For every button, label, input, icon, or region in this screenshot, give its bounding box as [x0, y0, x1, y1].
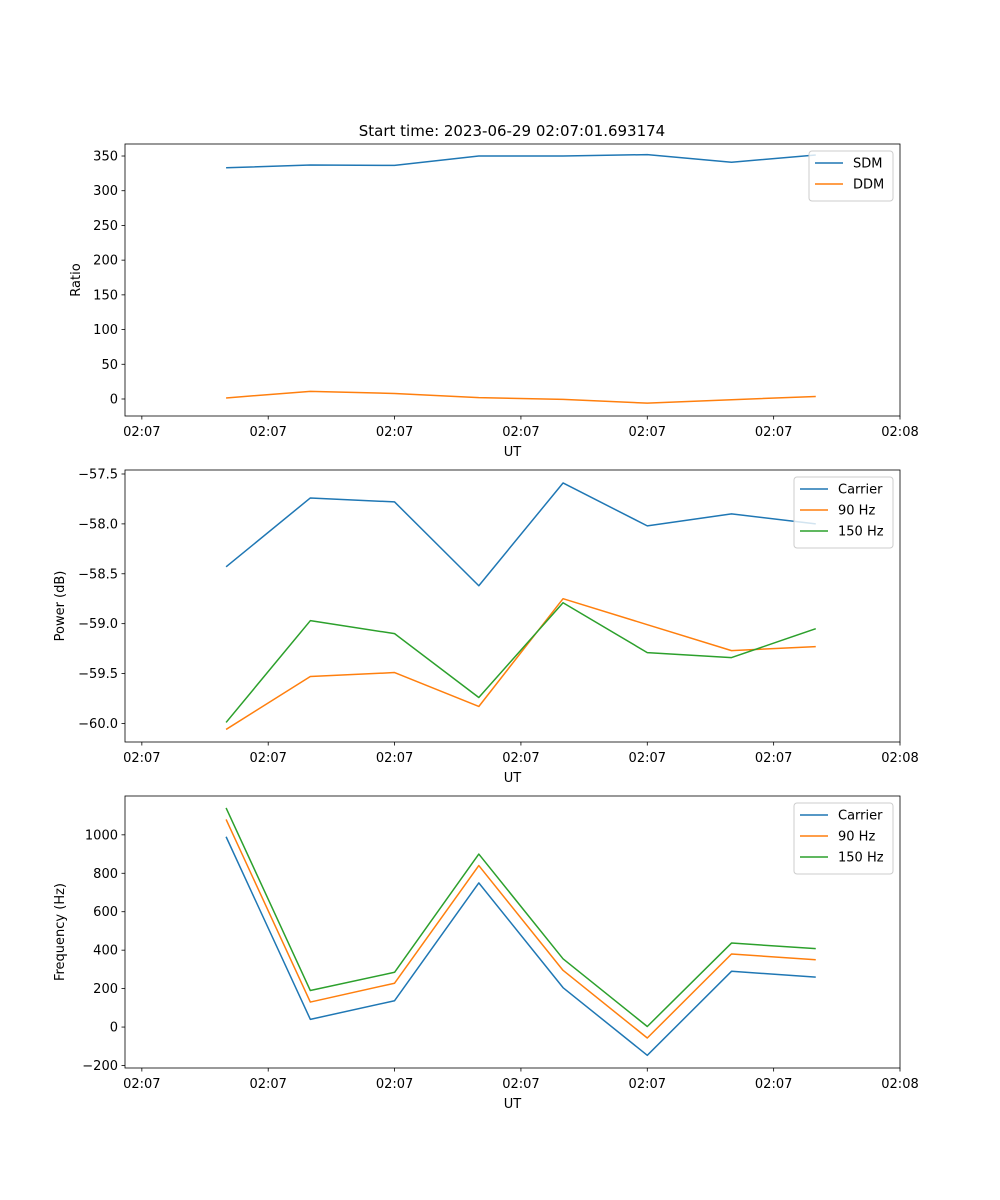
- frequency-y-tick-label: 1000: [85, 828, 118, 843]
- power-x-tick-label: 02:07: [376, 751, 413, 766]
- ratio-y-tick-label: 50: [101, 358, 118, 373]
- frequency-series-line-90-hz: [225, 819, 816, 1039]
- power-x-tick-label: 02:07: [755, 751, 792, 766]
- power-series-line-90-hz: [225, 597, 816, 731]
- frequency-series-line-carrier: [225, 836, 816, 1057]
- ratio-y-tick-label: 350: [93, 150, 118, 165]
- ratio-series-line-ddm: [226, 390, 816, 404]
- ratio-y-tick-label: 0: [110, 392, 118, 407]
- figure-title: Start time: 2023-06-29 02:07:01.693174: [359, 122, 665, 140]
- frequency-legend-label: Carrier: [838, 809, 883, 824]
- ratio-x-tick-label: 02:07: [376, 425, 413, 440]
- frequency-y-axis-label: Frequency (Hz): [53, 883, 68, 981]
- frequency-panel: 02:07 02:07 02:07 02:07 02:07 02:07 02:08 −200 0…: [53, 795, 919, 1112]
- power-panel: 02:07 02:07 02:07 02:07 02:07 02:07 02:08 −60.0…: [53, 467, 919, 786]
- power-x-tick-label: 02:07: [249, 751, 286, 766]
- ratio-panel: 02:07 02:07 02:07 02:07 02:07 02:07 02:08 0 50 10…: [69, 143, 919, 460]
- ratio-y-tick-label: 150: [93, 288, 118, 303]
- power-y-tick-label: −58.0: [78, 517, 118, 532]
- ratio-x-tick-label: 02:08: [881, 425, 918, 440]
- power-y-tick-label: −59.5: [78, 667, 118, 682]
- ratio-x-axis-label: UT: [504, 445, 522, 460]
- frequency-y-tick-label: 400: [93, 944, 118, 959]
- frequency-x-axis-label: UT: [504, 1097, 522, 1112]
- frequency-y-tick-label: 200: [93, 982, 118, 997]
- power-x-tick-label: 02:07: [502, 751, 539, 766]
- frequency-series-line-150-hz: [225, 807, 816, 1028]
- ratio-legend: SDM DDM: [808, 150, 894, 202]
- frequency-x-tick-label: 02:07: [755, 1077, 792, 1092]
- frequency-x-tick-label: 02:08: [881, 1077, 918, 1092]
- frequency-axes-frame: [124, 795, 901, 1069]
- frequency-x-tick-label: 02:07: [376, 1077, 413, 1092]
- ratio-y-axis-label: Ratio: [69, 263, 84, 296]
- power-y-axis-label: Power (dB): [53, 571, 68, 642]
- power-series-line-carrier: [225, 482, 816, 587]
- power-y-tick-label: −58.5: [78, 567, 118, 582]
- power-legend-label: Carrier: [838, 483, 883, 498]
- frequency-x-tick-label: 02:07: [249, 1077, 286, 1092]
- frequency-x-tick-label: 02:07: [629, 1077, 666, 1092]
- power-x-tick-label: 02:07: [123, 751, 160, 766]
- frequency-legend-label: 150 Hz: [838, 851, 884, 866]
- ratio-legend-label: DDM: [853, 178, 884, 193]
- ratio-legend-label: SDM: [853, 157, 882, 172]
- ratio-y-tick-label: 300: [93, 184, 118, 199]
- power-x-tick-label: 02:08: [881, 751, 918, 766]
- ratio-y-tick-label: 100: [93, 323, 118, 338]
- ratio-x-tick-label: 02:07: [123, 425, 160, 440]
- frequency-y-tick-label: 800: [93, 867, 118, 882]
- frequency-legend: Carrier 90 Hz 150 Hz: [793, 802, 894, 875]
- ratio-x-tick-label: 02:07: [249, 425, 286, 440]
- power-y-tick-label: −60.0: [78, 717, 118, 732]
- power-series-line-150-hz: [225, 601, 817, 723]
- ratio-x-tick-label: 02:07: [502, 425, 539, 440]
- frequency-x-tick-label: 02:07: [502, 1077, 539, 1092]
- power-y-tick-label: −57.5: [78, 467, 118, 482]
- ratio-x-tick-label: 02:07: [629, 425, 666, 440]
- ratio-y-tick-label: 250: [93, 219, 118, 234]
- frequency-x-tick-label: 02:07: [123, 1077, 160, 1092]
- ratio-x-tick-label: 02:07: [755, 425, 792, 440]
- ratio-series-line-sdm: [226, 153, 816, 169]
- power-y-tick-label: −59.0: [78, 617, 118, 632]
- power-legend-label: 90 Hz: [838, 504, 875, 519]
- ratio-axes-frame: [124, 143, 901, 417]
- frequency-y-tick-label: −200: [82, 1059, 118, 1074]
- frequency-legend-label: 90 Hz: [838, 830, 875, 845]
- power-x-axis-label: UT: [504, 771, 522, 786]
- power-legend-label: 150 Hz: [838, 525, 884, 540]
- power-legend: Carrier 90 Hz 150 Hz: [793, 476, 894, 549]
- frequency-y-tick-label: 0: [110, 1021, 118, 1036]
- power-x-tick-label: 02:07: [629, 751, 666, 766]
- power-axes-frame: [124, 469, 901, 743]
- subplots: 02:07 02:07 02:07 02:07 02:07 02:07 02:08 0 50 10…: [53, 143, 919, 1112]
- ratio-y-tick-label: 200: [93, 254, 118, 269]
- frequency-y-tick-label: 600: [93, 905, 118, 920]
